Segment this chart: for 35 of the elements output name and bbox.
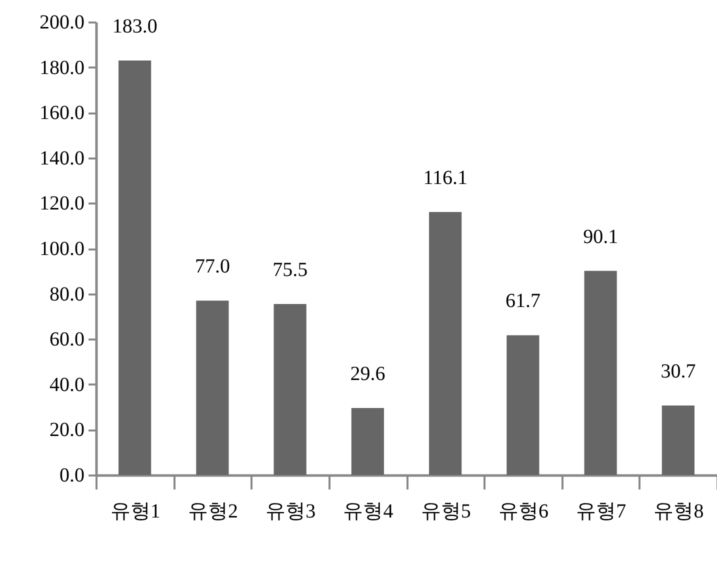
x-tick-label: 유형3 xyxy=(266,500,316,522)
bar xyxy=(274,304,306,475)
y-tick-label: 180.0 xyxy=(40,56,84,79)
bar xyxy=(429,212,462,475)
y-tick-label: 20.0 xyxy=(50,419,84,442)
y-tick-label: 80.0 xyxy=(50,283,84,306)
bar xyxy=(351,408,384,475)
y-tick-label: 120.0 xyxy=(40,192,84,215)
y-tick-label: 100.0 xyxy=(40,238,84,260)
data-label: 29.6 xyxy=(350,362,386,385)
data-label: 77.0 xyxy=(194,256,230,278)
bar xyxy=(584,270,617,475)
x-tick-label: 유형8 xyxy=(654,500,704,522)
y-tick-label: 140.0 xyxy=(40,147,84,170)
x-tick-label: 유형4 xyxy=(343,500,394,522)
y-tick-label: 0.0 xyxy=(60,464,84,486)
bar xyxy=(506,335,540,475)
bar xyxy=(118,60,152,475)
bar xyxy=(196,300,229,475)
data-label: 183.0 xyxy=(112,16,158,38)
data-label: 90.1 xyxy=(583,226,618,248)
data-label: 61.7 xyxy=(505,290,540,312)
x-tick-label: 유형5 xyxy=(420,500,471,522)
data-label: 75.5 xyxy=(272,258,308,281)
data-label: 116.1 xyxy=(423,167,468,190)
data-label: 30.7 xyxy=(660,360,696,382)
x-tick-label: 유형1 xyxy=(110,500,160,522)
bar xyxy=(662,405,694,475)
y-tick-label: 40.0 xyxy=(50,374,84,396)
x-tick-label: 유형7 xyxy=(576,500,626,522)
x-tick-label: 유형2 xyxy=(188,500,238,522)
y-tick-label: 60.0 xyxy=(50,328,84,351)
x-tick-label: 유형6 xyxy=(498,500,548,522)
y-tick-label: 160.0 xyxy=(40,102,84,124)
y-tick-label: 200.0 xyxy=(40,12,84,34)
